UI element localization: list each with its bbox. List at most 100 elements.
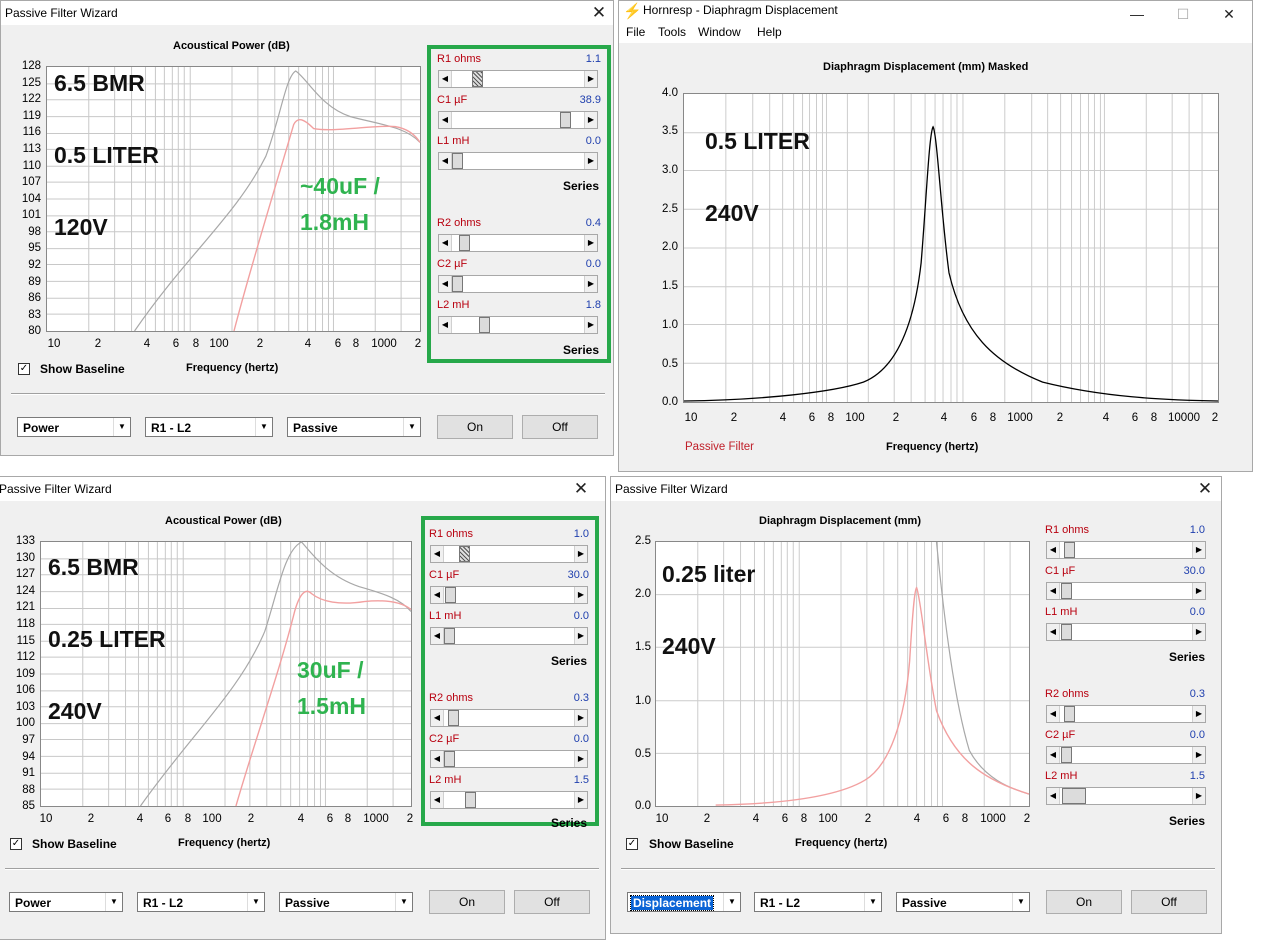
arrow-left-icon[interactable]: ◀ (431, 751, 444, 767)
arrow-right-icon[interactable]: ▶ (574, 587, 587, 603)
slider-thumb[interactable] (459, 546, 470, 562)
close-icon[interactable]: ✕ (1223, 6, 1235, 22)
slider-thumb[interactable] (452, 153, 463, 169)
slider-thumb[interactable] (444, 751, 455, 767)
filter-range-select[interactable]: R1 - L2 ▼ (145, 417, 273, 437)
show-baseline-checkbox[interactable]: ✓ (10, 838, 22, 850)
arrow-right-icon[interactable]: ▶ (584, 153, 597, 169)
close-icon[interactable]: ✕ (1197, 479, 1213, 498)
slider-thumb[interactable] (452, 276, 463, 292)
slider-thumb[interactable] (1064, 706, 1075, 722)
menu-tools[interactable]: Tools (658, 25, 687, 39)
arrow-right-icon[interactable]: ▶ (574, 792, 587, 808)
title-bar[interactable]: Passive Filter Wizard ✕ (611, 477, 1221, 501)
menu-file[interactable]: File (626, 25, 646, 39)
slider-thumb[interactable] (479, 317, 490, 333)
show-baseline-checkbox[interactable]: ✓ (626, 838, 638, 850)
arrow-right-icon[interactable]: ▶ (574, 546, 587, 562)
arrow-left-icon[interactable]: ◀ (1047, 624, 1060, 640)
arrow-left-icon[interactable]: ◀ (1047, 788, 1060, 804)
arrow-right-icon[interactable]: ▶ (584, 71, 597, 87)
arrow-left-icon[interactable]: ◀ (431, 587, 444, 603)
slider-thumb[interactable] (444, 628, 455, 644)
output-type-select[interactable]: Displacement ▼ (627, 892, 741, 912)
output-type-select[interactable]: Power ▼ (17, 417, 131, 437)
filter-type-select[interactable]: Passive ▼ (896, 892, 1030, 912)
c1-slider[interactable]: ◀ ▶ (1046, 582, 1206, 600)
slider-thumb[interactable] (1064, 542, 1075, 558)
arrow-left-icon[interactable]: ◀ (439, 153, 452, 169)
r2-slider[interactable]: ◀ ▶ (438, 234, 598, 252)
filter-range-select[interactable]: R1 - L2 ▼ (754, 892, 882, 912)
slider-thumb[interactable] (1061, 624, 1072, 640)
arrow-right-icon[interactable]: ▶ (574, 628, 587, 644)
minimize-icon[interactable]: — (1130, 6, 1144, 22)
r1-slider[interactable]: ◀ ▶ (1046, 541, 1206, 559)
title-bar[interactable]: ⚡ Hornresp - Diaphragm Displacement — ☐ … (619, 1, 1252, 23)
l1-slider[interactable]: ◀ ▶ (1046, 623, 1206, 641)
slider-thumb[interactable] (472, 71, 483, 87)
arrow-left-icon[interactable]: ◀ (439, 235, 452, 251)
r1-slider[interactable]: ◀ ▶ (430, 545, 588, 563)
close-icon[interactable]: ✕ (591, 3, 607, 22)
l1-slider[interactable]: ◀ ▶ (430, 627, 588, 645)
arrow-left-icon[interactable]: ◀ (439, 317, 452, 333)
slider-thumb[interactable] (560, 112, 571, 128)
title-bar[interactable]: Passive Filter Wizard ✕ (1, 1, 613, 25)
c2-slider[interactable]: ◀ ▶ (430, 750, 588, 768)
on-button[interactable]: On (437, 415, 513, 439)
filter-type-select[interactable]: Passive ▼ (279, 892, 413, 912)
slider-thumb[interactable] (1061, 747, 1072, 763)
arrow-right-icon[interactable]: ▶ (1192, 542, 1205, 558)
r2-slider[interactable]: ◀ ▶ (430, 709, 588, 727)
arrow-right-icon[interactable]: ▶ (584, 235, 597, 251)
on-button[interactable]: On (1046, 890, 1122, 914)
c2-slider[interactable]: ◀ ▶ (1046, 746, 1206, 764)
arrow-right-icon[interactable]: ▶ (1192, 706, 1205, 722)
arrow-right-icon[interactable]: ▶ (574, 751, 587, 767)
maximize-icon[interactable]: ☐ (1176, 6, 1190, 22)
arrow-left-icon[interactable]: ◀ (1047, 706, 1060, 722)
off-button[interactable]: Off (514, 890, 590, 914)
title-bar[interactable]: Passive Filter Wizard ✕ (0, 477, 605, 501)
arrow-left-icon[interactable]: ◀ (1047, 583, 1060, 599)
arrow-right-icon[interactable]: ▶ (1192, 747, 1205, 763)
arrow-right-icon[interactable]: ▶ (584, 112, 597, 128)
arrow-left-icon[interactable]: ◀ (431, 546, 444, 562)
c1-slider[interactable]: ◀ ▶ (430, 586, 588, 604)
output-type-select[interactable]: Power ▼ (9, 892, 123, 912)
arrow-right-icon[interactable]: ▶ (1192, 624, 1205, 640)
arrow-right-icon[interactable]: ▶ (1192, 583, 1205, 599)
arrow-left-icon[interactable]: ◀ (431, 792, 444, 808)
arrow-right-icon[interactable]: ▶ (574, 710, 587, 726)
arrow-left-icon[interactable]: ◀ (431, 710, 444, 726)
on-button[interactable]: On (429, 890, 505, 914)
menu-help[interactable]: Help (757, 25, 782, 39)
c2-slider[interactable]: ◀ ▶ (438, 275, 598, 293)
c1-slider[interactable]: ◀ ▶ (438, 111, 598, 129)
menu-window[interactable]: Window (698, 25, 741, 39)
l2-slider[interactable]: ◀ ▶ (438, 316, 598, 334)
l2-slider[interactable]: ◀ ▶ (430, 791, 588, 809)
show-baseline-checkbox[interactable]: ✓ (18, 363, 30, 375)
close-icon[interactable]: ✕ (573, 479, 589, 498)
off-button[interactable]: Off (1131, 890, 1207, 914)
slider-thumb[interactable] (445, 587, 456, 603)
arrow-left-icon[interactable]: ◀ (1047, 747, 1060, 763)
arrow-left-icon[interactable]: ◀ (431, 628, 444, 644)
slider-thumb[interactable] (1061, 583, 1072, 599)
r2-slider[interactable]: ◀ ▶ (1046, 705, 1206, 723)
filter-range-select[interactable]: R1 - L2 ▼ (137, 892, 265, 912)
arrow-left-icon[interactable]: ◀ (439, 276, 452, 292)
arrow-left-icon[interactable]: ◀ (439, 71, 452, 87)
slider-thumb[interactable] (1062, 788, 1086, 804)
slider-thumb[interactable] (448, 710, 459, 726)
l1-slider[interactable]: ◀ ▶ (438, 152, 598, 170)
slider-thumb[interactable] (459, 235, 470, 251)
l2-slider[interactable]: ◀ ▶ (1046, 787, 1206, 805)
arrow-right-icon[interactable]: ▶ (584, 276, 597, 292)
arrow-left-icon[interactable]: ◀ (439, 112, 452, 128)
slider-thumb[interactable] (465, 792, 476, 808)
arrow-right-icon[interactable]: ▶ (584, 317, 597, 333)
off-button[interactable]: Off (522, 415, 598, 439)
